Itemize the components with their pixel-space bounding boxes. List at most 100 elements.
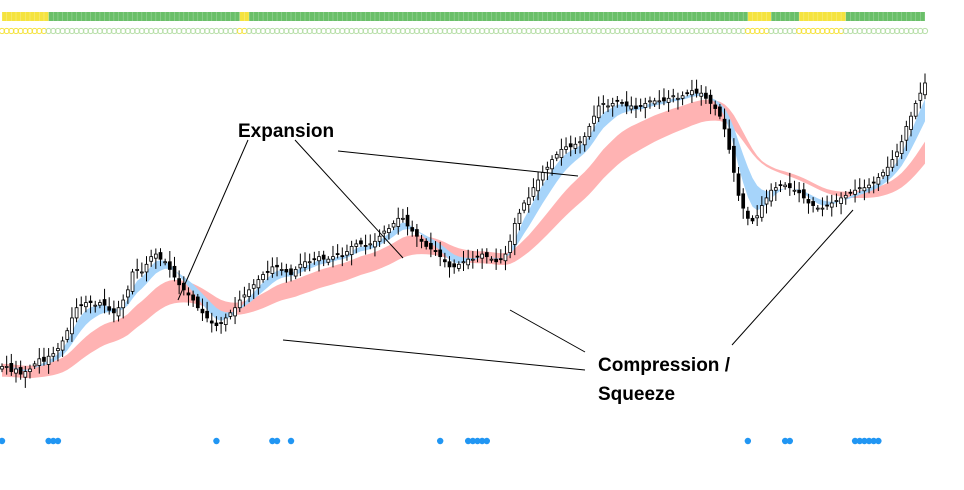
candle-up [657, 100, 662, 103]
status-circle [847, 27, 854, 35]
status-circle [548, 27, 556, 35]
candle-up [303, 261, 307, 268]
status-circle [483, 27, 490, 35]
candle-up [540, 171, 545, 181]
status-circle [301, 27, 309, 35]
candle-up [904, 126, 909, 141]
candle-down [484, 252, 489, 258]
squeeze-dot [875, 437, 882, 445]
status-segment-yellow [747, 12, 772, 21]
candle-down [112, 308, 116, 314]
status-circle [399, 27, 406, 35]
status-circle [283, 27, 290, 35]
candle-down [750, 217, 755, 222]
candle-up [74, 307, 79, 319]
candle-up [690, 90, 694, 96]
status-circle [576, 27, 584, 35]
candle-up [270, 266, 275, 274]
status-circle [418, 27, 425, 35]
candle-down [107, 306, 112, 311]
candle-down [415, 229, 419, 237]
candle-up [14, 368, 18, 374]
status-circle [357, 27, 365, 35]
status-circle [623, 27, 630, 35]
status-circle [618, 27, 626, 35]
candle-up [317, 256, 321, 262]
candle-up [256, 279, 261, 289]
candle-down [615, 99, 620, 102]
candle-down [275, 264, 279, 268]
candle-down [568, 143, 573, 148]
status-circle [707, 27, 714, 35]
squeeze-dot [483, 437, 491, 445]
candle-up [853, 189, 857, 195]
candle-up [28, 368, 32, 372]
candle-up [564, 146, 568, 150]
status-circle [269, 27, 276, 35]
candle-down [624, 101, 629, 107]
candle-down [321, 254, 326, 260]
status-circle [777, 27, 784, 35]
status-circle [507, 27, 514, 35]
status-circle [744, 27, 751, 35]
candle-up [396, 217, 401, 227]
status-circle [441, 27, 448, 35]
status-circle [17, 27, 24, 35]
status-circle [642, 27, 649, 35]
status-circle [572, 27, 579, 35]
candle-down [778, 184, 783, 187]
candles-group [0, 73, 927, 388]
candle-up [377, 235, 382, 242]
status-circle [353, 27, 360, 35]
status-circle [273, 27, 281, 35]
status-circle [26, 27, 34, 35]
candle-up [536, 179, 540, 192]
candle-up [545, 166, 550, 170]
status-circle [245, 27, 253, 35]
status-circle [604, 27, 612, 35]
status-circle [176, 27, 183, 35]
candle-down [172, 265, 177, 278]
candle-down [694, 88, 699, 94]
status-circle [292, 27, 299, 35]
candle-down [284, 269, 289, 273]
candle-up [895, 151, 899, 157]
candle-up [759, 205, 764, 218]
status-circle [628, 27, 635, 35]
status-circle [819, 27, 826, 35]
status-circle [521, 27, 528, 35]
status-circle [805, 27, 812, 35]
candle-up [666, 97, 671, 103]
candle-up [373, 240, 377, 248]
status-circle [646, 27, 654, 35]
candle-up [279, 269, 284, 271]
status-segment-green [48, 12, 240, 21]
candle-up [829, 202, 834, 208]
status-circle [124, 27, 131, 35]
candle-down [158, 252, 163, 260]
status-circle [497, 27, 504, 35]
candle-up [857, 187, 862, 190]
candle-up [391, 223, 396, 228]
candle-down [443, 259, 447, 263]
status-circle [562, 27, 570, 35]
candle-down [433, 250, 438, 252]
status-circle [754, 27, 761, 35]
candle-down [708, 94, 713, 104]
candle-up [592, 115, 596, 124]
status-circle [879, 27, 887, 35]
status-circle [259, 27, 267, 35]
status-circle [446, 27, 453, 35]
squeeze-dot [744, 437, 752, 445]
candle-down [312, 258, 317, 261]
candle-down [787, 183, 792, 189]
status-circle [423, 27, 430, 35]
candle-up [60, 340, 65, 351]
status-circle [810, 27, 817, 35]
candle-up [773, 187, 778, 191]
candle-down [289, 268, 293, 275]
status-circle [385, 27, 393, 35]
candle-up [32, 363, 37, 367]
status-circle [586, 27, 593, 35]
